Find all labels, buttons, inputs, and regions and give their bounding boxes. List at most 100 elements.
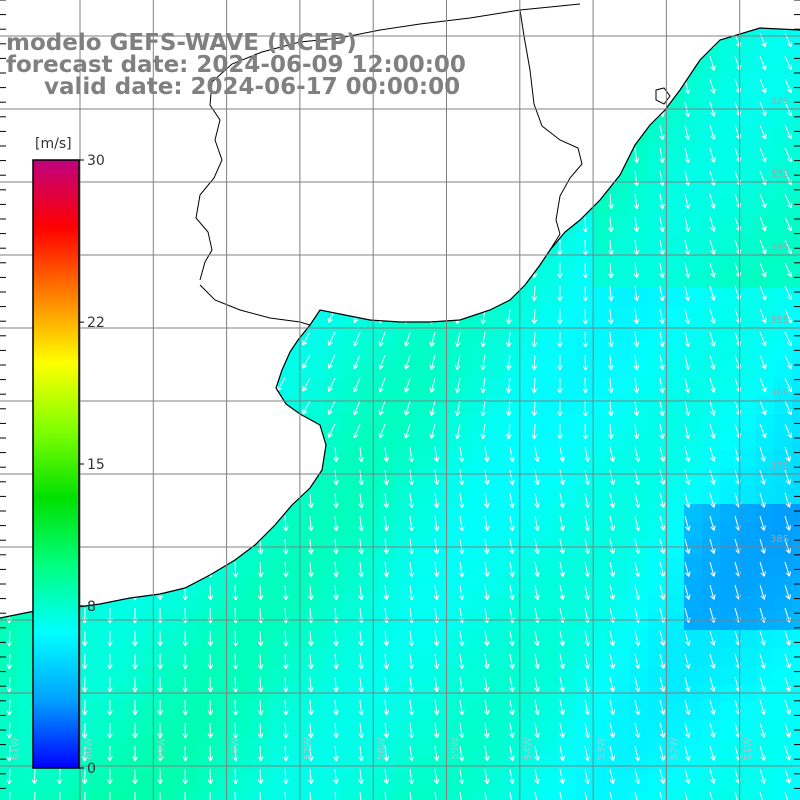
field-cell (450, 432, 468, 450)
field-cell (558, 432, 576, 450)
field-cell (486, 702, 504, 720)
field-cell (486, 450, 504, 468)
wind-arrow (333, 515, 339, 532)
longitude-label: 51W (743, 737, 754, 760)
wind-arrow (157, 722, 163, 739)
field-cell (378, 558, 396, 576)
field-cell (486, 774, 504, 792)
field-cell (792, 666, 800, 684)
field-cell (270, 594, 288, 612)
wind-arrow (383, 584, 390, 601)
field-cell (0, 738, 18, 756)
field-cell (594, 414, 612, 432)
field-cell (594, 360, 612, 378)
field-cell (486, 342, 504, 360)
field-cell (576, 504, 594, 522)
field-cell (522, 432, 540, 450)
field-cell (738, 666, 756, 684)
field-cell (666, 648, 684, 666)
wind-arrow (709, 584, 716, 600)
wind-arrow (584, 446, 591, 462)
wind-arrow (333, 745, 339, 762)
wind-arrow (308, 538, 314, 555)
wind-arrow (383, 538, 390, 555)
wind-arrow (608, 285, 614, 302)
wind-arrow (483, 768, 490, 785)
field-cell (756, 162, 774, 180)
field-cell (324, 594, 342, 612)
wind-arrow (333, 768, 339, 785)
field-cell (504, 558, 522, 576)
wind-arrow (584, 492, 591, 508)
wind-arrow (784, 331, 793, 347)
wind-arrow (182, 722, 189, 739)
wind-arrow (81, 653, 88, 670)
wind-arrow (609, 446, 616, 462)
field-cell (612, 414, 630, 432)
field-cell (630, 342, 648, 360)
field-cell (720, 576, 738, 594)
field-cell (576, 522, 594, 540)
field-cell (666, 720, 684, 738)
field-cell (720, 666, 738, 684)
wind-arrow (308, 722, 314, 739)
field-cell (738, 630, 756, 648)
field-cell (234, 648, 252, 666)
wind-arrow (509, 791, 512, 800)
field-cell (612, 504, 630, 522)
field-cell (612, 522, 630, 540)
field-cell (486, 306, 504, 324)
field-cell (738, 594, 756, 612)
wind-arrow (327, 354, 336, 369)
field-cell (198, 738, 216, 756)
field-cell (162, 612, 180, 630)
field-cell (630, 540, 648, 558)
field-cell (522, 522, 540, 540)
field-cell (684, 306, 702, 324)
field-cell (324, 702, 342, 720)
field-cell (720, 522, 738, 540)
wind-arrow (608, 354, 614, 371)
wind-arrow (458, 446, 465, 463)
field-cell (558, 324, 576, 342)
wind-arrow (534, 561, 540, 578)
field-cell (774, 432, 792, 450)
field-cell (324, 342, 342, 360)
wind-arrow (506, 354, 512, 371)
field-cell (738, 738, 756, 756)
field-cell (648, 288, 666, 306)
wind-arrow (6, 722, 13, 739)
field-cell (738, 414, 756, 432)
field-cell (738, 72, 756, 90)
field-cell (360, 630, 378, 648)
wind-arrow (684, 446, 691, 462)
wind-arrow (609, 584, 616, 600)
longitude-label: 58W (230, 737, 241, 760)
field-cell (414, 756, 432, 774)
field-cell (288, 702, 306, 720)
field-cell (522, 540, 540, 558)
wind-arrow (534, 676, 540, 693)
field-cell (774, 486, 792, 504)
field-cell (630, 756, 648, 774)
field-cell (414, 450, 432, 468)
field-cell (270, 540, 288, 558)
field-cell (792, 342, 800, 360)
wind-arrow (633, 308, 640, 325)
field-cell (738, 504, 756, 522)
field-cell (414, 630, 432, 648)
wind-arrow (81, 630, 88, 647)
field-cell (468, 540, 486, 558)
wind-arrow (759, 285, 767, 301)
field-cell (342, 450, 360, 468)
field-cell (666, 162, 684, 180)
field-cell (576, 720, 594, 738)
wind-arrow (759, 423, 767, 439)
field-cell (360, 522, 378, 540)
wind-arrow (633, 262, 640, 279)
wind-arrow (609, 768, 616, 784)
wind-arrow (559, 446, 565, 463)
field-cell (486, 504, 504, 522)
field-cell (630, 432, 648, 450)
